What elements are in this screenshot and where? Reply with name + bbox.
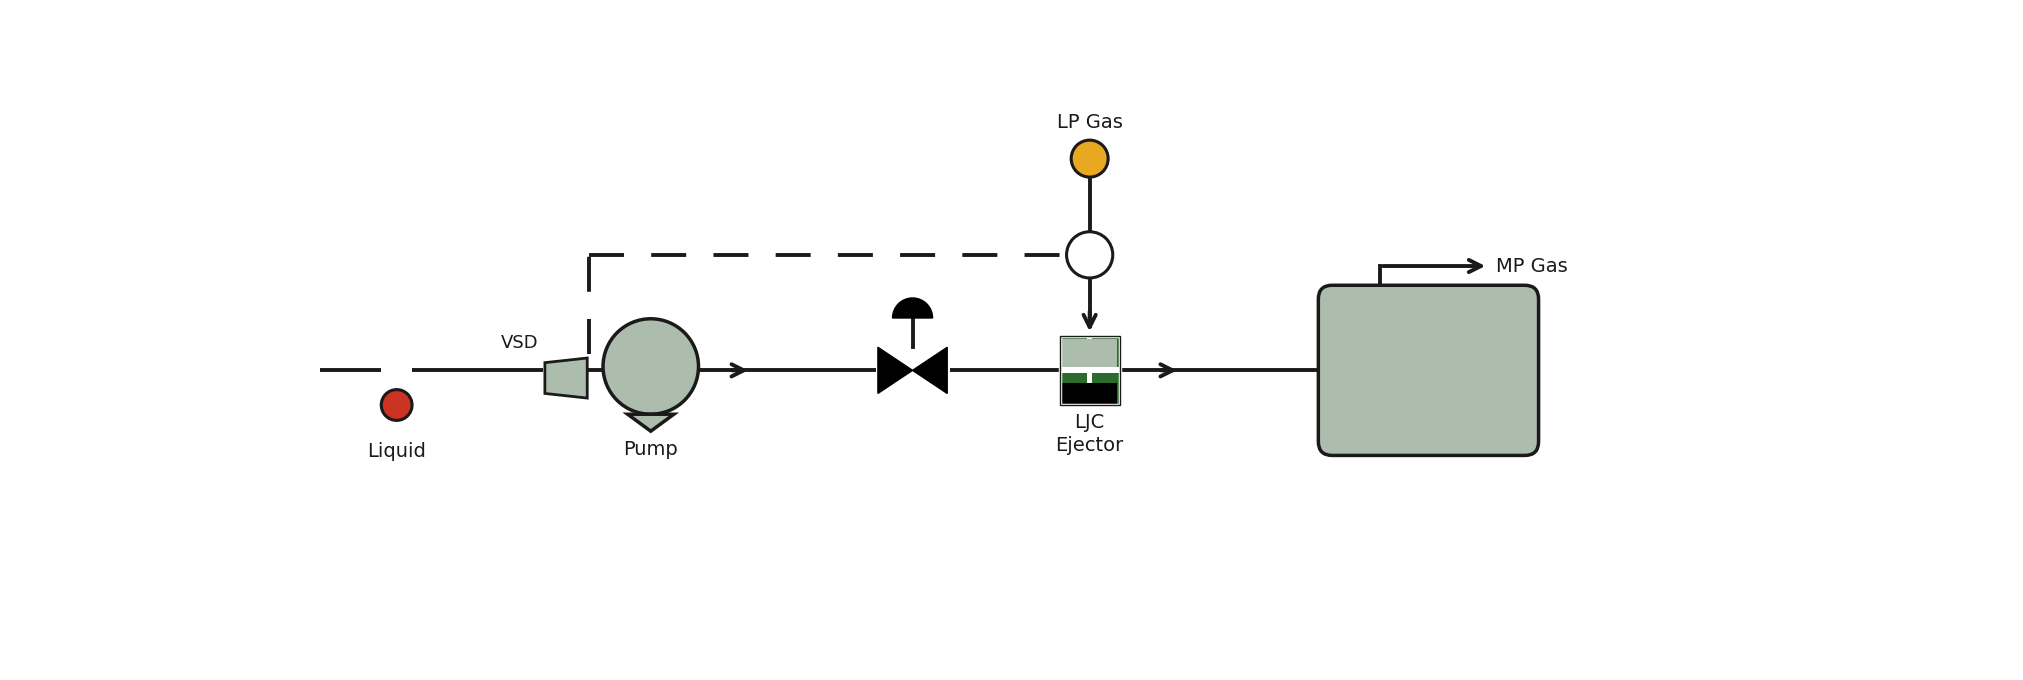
Bar [1062, 383, 1117, 405]
Bar [1060, 336, 1119, 405]
Text: Liquid: Liquid [366, 442, 427, 461]
Polygon shape [544, 358, 587, 398]
Bar [1062, 339, 1117, 373]
Text: Pump: Pump [623, 441, 678, 460]
Bar [1086, 336, 1092, 405]
Circle shape [1070, 140, 1109, 177]
Bar [1060, 336, 1086, 405]
Circle shape [603, 319, 698, 414]
Polygon shape [878, 347, 912, 394]
Wedge shape [892, 298, 933, 318]
Bar [1092, 336, 1119, 405]
Text: PT: PT [1080, 248, 1098, 262]
FancyBboxPatch shape [1317, 286, 1537, 456]
Text: LP Gas: LP Gas [1056, 114, 1123, 133]
Polygon shape [627, 414, 674, 431]
Text: MP Gas: MP Gas [1495, 256, 1566, 275]
Text: VSD: VSD [502, 334, 538, 352]
Circle shape [1066, 232, 1113, 278]
Bar [1060, 336, 1119, 405]
Circle shape [380, 390, 413, 420]
Text: LJC
Ejector: LJC Ejector [1056, 413, 1123, 455]
Bar [1060, 367, 1119, 373]
Polygon shape [912, 347, 947, 394]
Text: Separator: Separator [1380, 361, 1477, 380]
